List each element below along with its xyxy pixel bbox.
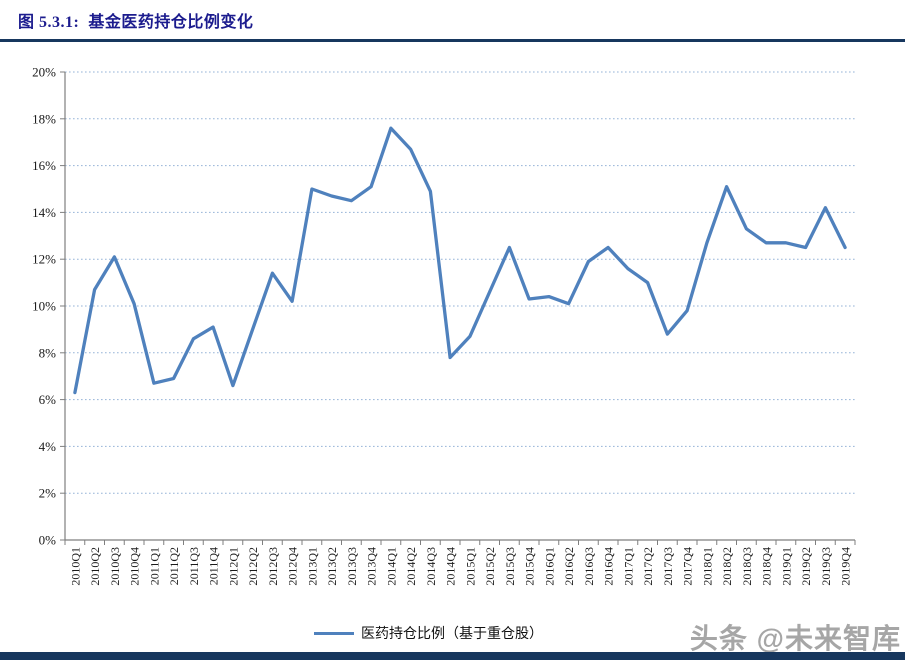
x-axis-label: 2013Q3 (345, 547, 359, 586)
y-axis-label: 20% (32, 65, 56, 80)
legend-line-swatch (314, 631, 354, 635)
legend: 医药持仓比例（基于重仓股） (314, 623, 543, 643)
y-axis-label: 0% (39, 533, 57, 548)
y-axis-label: 4% (39, 439, 57, 454)
bottom-bar (0, 652, 905, 660)
x-axis-label: 2013Q4 (365, 547, 379, 586)
x-axis-label: 2013Q1 (305, 547, 319, 586)
axes (64, 72, 855, 541)
x-axis-label: 2014Q1 (384, 547, 398, 586)
x-axis-label: 2018Q4 (760, 547, 774, 586)
x-axis-label: 2015Q2 (483, 547, 497, 586)
x-axis-label: 2019Q4 (839, 547, 853, 586)
x-axis-label: 2010Q3 (108, 547, 122, 586)
y-axis-label: 12% (32, 252, 56, 267)
legend-label: 医药持仓比例（基于重仓股） (361, 627, 543, 642)
watermark: 头条 @未来智库 (689, 623, 901, 654)
x-axis-label: 2016Q2 (562, 547, 576, 586)
x-axis-label: 2015Q1 (463, 547, 477, 586)
x-axis-label: 2012Q4 (286, 547, 300, 586)
y-axis-label: 18% (32, 111, 56, 126)
x-axis-label: 2014Q4 (444, 547, 458, 586)
x-axis-label: 2018Q3 (740, 547, 754, 586)
x-axis-label: 2017Q3 (661, 547, 675, 586)
x-axis-label: 2014Q3 (424, 547, 438, 586)
x-axis-label: 2012Q2 (246, 547, 260, 586)
x-axis-label: 2013Q2 (325, 547, 339, 586)
x-axis-label: 2018Q2 (720, 547, 734, 586)
x-axis-label: 2014Q2 (404, 547, 418, 586)
x-axis-label: 2015Q3 (503, 547, 517, 586)
x-axis-label: 2016Q4 (602, 547, 616, 586)
y-axis-label: 6% (39, 392, 57, 407)
figure-title: 图 5.3.1: 基金医药持仓比例变化 (18, 14, 254, 31)
x-axis-label: 2010Q1 (68, 547, 82, 586)
gridlines (65, 71, 855, 494)
x-axis-label: 2019Q1 (779, 547, 793, 586)
x-axis-label: 2012Q3 (266, 547, 280, 586)
x-axis-label: 2019Q2 (799, 547, 813, 586)
x-axis-label: 2016Q1 (542, 547, 556, 586)
x-axis-label: 2011Q1 (147, 547, 161, 585)
x-axis-label: 2017Q1 (621, 547, 635, 586)
x-axis-label: 2018Q1 (700, 547, 714, 586)
x-axis-labels: 2010Q1 2010Q2 2010Q3 2010Q4 2011Q1 2011Q2 2011… (68, 547, 852, 586)
y-axis-labels: 0% 2% 4% 6% 8% 10% 12% 14% 16% 18% 20% (32, 65, 56, 548)
y-axis-label: 14% (32, 205, 56, 220)
x-axis-label: 2011Q3 (187, 547, 201, 585)
x-axis-label: 2017Q4 (681, 547, 695, 586)
x-axis-label: 2019Q3 (819, 547, 833, 586)
y-axis-label: 2% (39, 486, 57, 501)
x-axis-label: 2017Q2 (641, 547, 655, 586)
x-axis-label: 2016Q3 (582, 547, 596, 586)
y-axis-label: 16% (32, 158, 56, 173)
x-axis-label: 2015Q4 (523, 547, 537, 586)
x-axis-label: 2012Q1 (226, 547, 240, 586)
x-axis-label: 2010Q4 (128, 547, 142, 586)
y-axis-label: 8% (39, 345, 57, 360)
y-axis-label: 10% (32, 299, 56, 314)
x-axis-label: 2011Q2 (167, 547, 181, 585)
title-rule (0, 39, 905, 42)
data-line-series (73, 126, 847, 395)
x-axis-label: 2010Q2 (88, 547, 102, 586)
axis-ticks (60, 71, 856, 545)
x-axis-label: 2011Q4 (207, 547, 221, 585)
